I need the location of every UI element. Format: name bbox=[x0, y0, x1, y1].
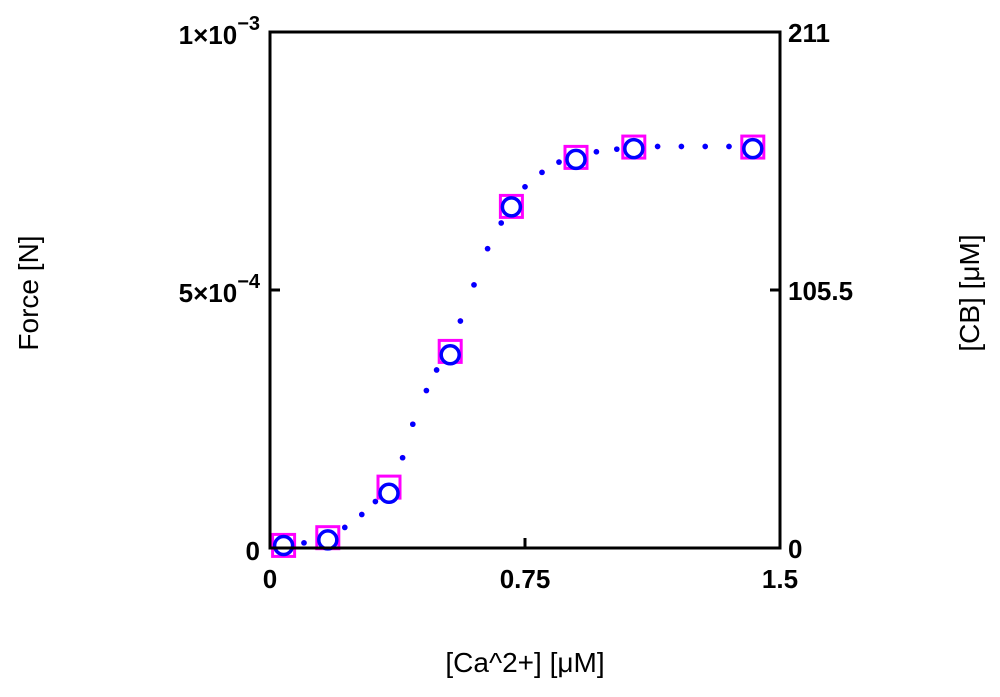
line-dot bbox=[726, 143, 732, 150]
y-axis-title: Force [N] bbox=[13, 235, 44, 350]
y-tick-label: 5×10−4 bbox=[179, 271, 261, 308]
y-tick-mantissa: 5×10 bbox=[179, 278, 238, 308]
line-dot bbox=[593, 149, 600, 155]
line-dot bbox=[522, 184, 528, 190]
line-dot bbox=[433, 367, 440, 373]
y-tick-label: 0 bbox=[246, 536, 260, 566]
x-tick-label: 0.75 bbox=[500, 564, 551, 594]
y-tick-label: 1×10−3 bbox=[179, 13, 260, 50]
line-dot bbox=[702, 143, 708, 150]
y-right-tick-label: 105.5 bbox=[788, 276, 853, 306]
line-dot bbox=[614, 146, 620, 152]
line-dot bbox=[457, 318, 464, 324]
x-tick-label: 1.5 bbox=[762, 564, 798, 594]
line-dot bbox=[484, 245, 491, 252]
line-dot bbox=[410, 421, 416, 428]
circle-marker bbox=[742, 137, 764, 160]
line-dot bbox=[342, 524, 348, 531]
y-tick-mantissa: 1×10 bbox=[179, 20, 238, 50]
line-dot bbox=[423, 387, 430, 394]
square-marker bbox=[271, 532, 297, 558]
circle-marker bbox=[317, 529, 339, 551]
circle-marker bbox=[623, 137, 645, 160]
y-right-tick-label: 211 bbox=[788, 18, 830, 48]
line-dot bbox=[399, 454, 406, 461]
line-dot bbox=[678, 143, 685, 150]
circle-marker bbox=[500, 196, 523, 218]
y-tick-exponent: −4 bbox=[237, 271, 261, 293]
line-dot bbox=[372, 498, 379, 505]
line-dot bbox=[498, 220, 505, 226]
plot-frame bbox=[268, 30, 782, 550]
y-tick-mantissa: 0 bbox=[246, 536, 260, 566]
circle-marker bbox=[565, 148, 587, 171]
circle-marker bbox=[378, 482, 400, 504]
y-right-tick-label: 0 bbox=[788, 534, 802, 564]
line-dot bbox=[539, 169, 545, 176]
plot-marks bbox=[271, 134, 766, 558]
circle-marker bbox=[439, 344, 461, 366]
line-dot bbox=[359, 511, 365, 518]
circle-marker bbox=[272, 534, 295, 557]
y-right-axis-title: [CB] [μM] bbox=[954, 234, 985, 351]
x-tick-label: 0 bbox=[263, 564, 277, 594]
line-dot bbox=[471, 282, 477, 288]
y-tick-exponent: −3 bbox=[237, 13, 260, 35]
x-axis-title: [Ca^2+] [μM] bbox=[445, 647, 604, 678]
line-dot bbox=[301, 540, 307, 546]
line-dot bbox=[654, 143, 661, 150]
line-dot bbox=[556, 159, 562, 165]
